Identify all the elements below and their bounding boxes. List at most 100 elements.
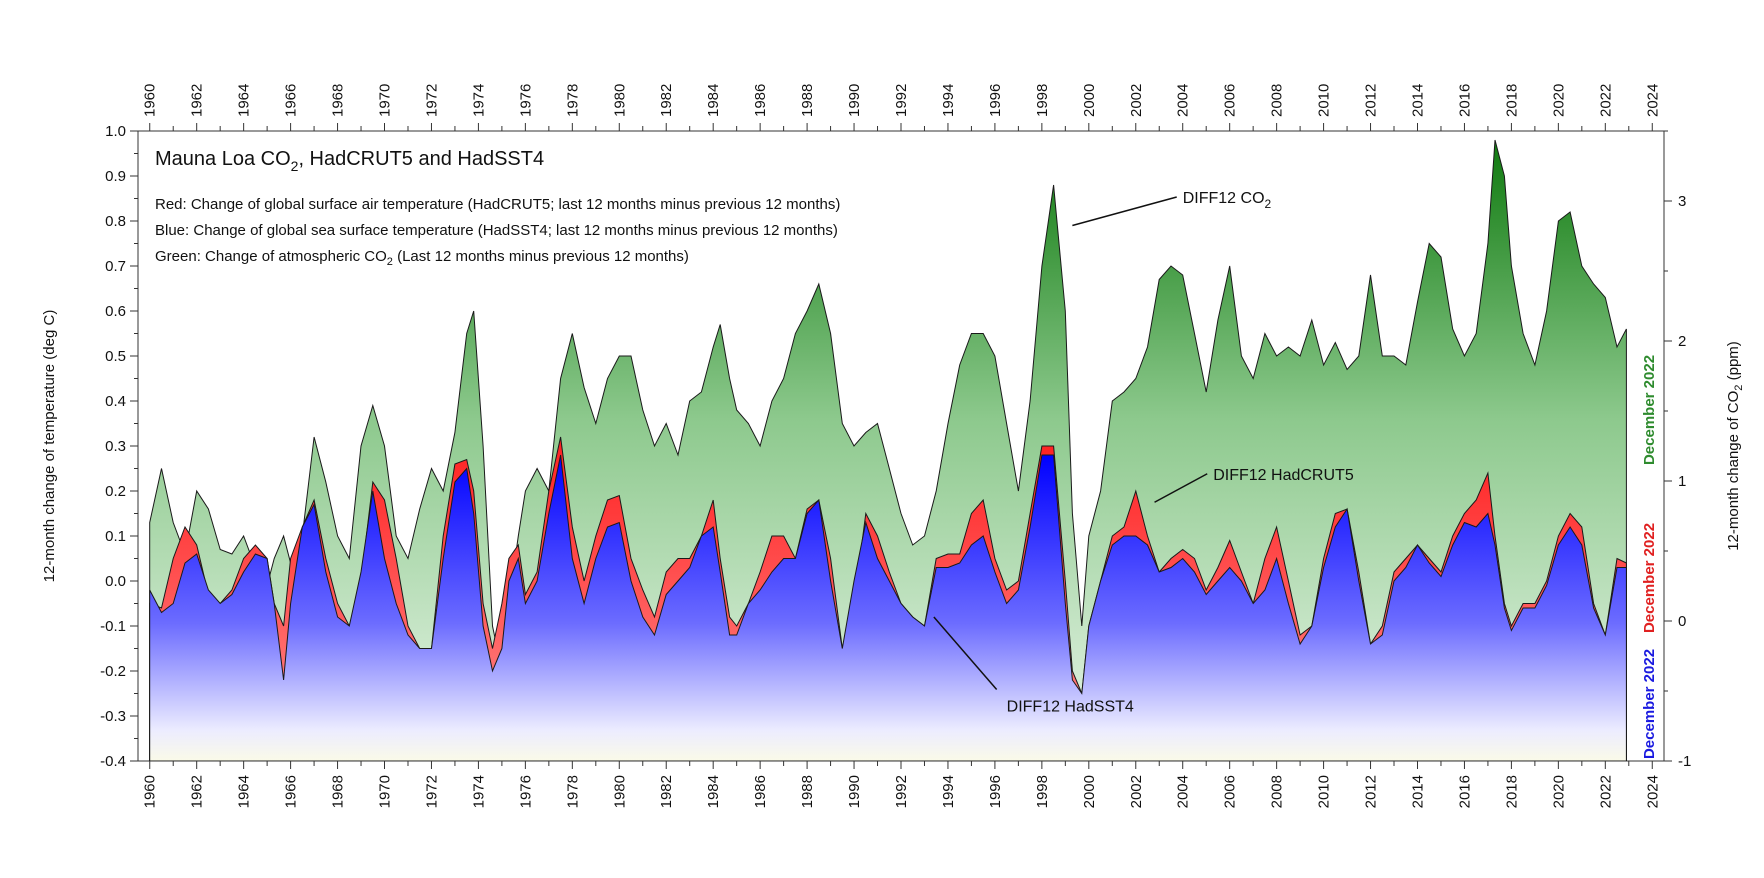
legend-line-green: Green: Change of atmospheric CO2 (Last 1… xyxy=(155,248,689,268)
x-tick-label-bottom: 1980 xyxy=(611,775,628,808)
x-tick-label-top: 1962 xyxy=(189,84,206,117)
x-tick-label-bottom: 2000 xyxy=(1081,775,1098,808)
hadsst4-series-area xyxy=(149,454,1627,761)
y-tick-label-left: -0.3 xyxy=(100,708,126,725)
x-tick-label-top: 1978 xyxy=(564,84,581,117)
y-tick-label-left: 0.1 xyxy=(105,528,126,545)
x-tick-label-top: 1984 xyxy=(705,84,722,117)
x-tick-label-bottom: 1992 xyxy=(893,775,910,808)
x-tick-label-bottom: 1986 xyxy=(752,775,769,808)
x-tick-label-top: 2000 xyxy=(1081,84,1098,117)
x-tick-label-bottom: 1984 xyxy=(705,775,722,808)
x-tick-label-top: 1970 xyxy=(377,84,394,117)
x-tick-label-top: 1966 xyxy=(283,84,300,117)
x-tick-label-top: 2010 xyxy=(1316,84,1333,117)
x-tick-label-top: 1992 xyxy=(893,84,910,117)
x-tick-label-bottom: 1962 xyxy=(189,775,206,808)
y-tick-label-left: 0.2 xyxy=(105,483,126,500)
y-axis-right-title: 12-month change of CO2 (ppm) xyxy=(1725,341,1745,551)
x-tick-label-top: 1974 xyxy=(470,84,487,117)
x-tick-label-bottom: 2018 xyxy=(1503,775,1520,808)
y-tick-label-left: 1.0 xyxy=(105,123,126,140)
side-labels: December 2022 December 2022 December 2022 xyxy=(1641,355,1658,759)
y-axis-left-title: 12-month change of temperature (deg C) xyxy=(41,310,58,583)
x-tick-label-bottom: 1970 xyxy=(377,775,394,808)
annotation-label: DIFF12 HadCRUT5 xyxy=(1213,467,1354,484)
x-tick-label-bottom: 1988 xyxy=(799,775,816,808)
x-tick-label-top: 2006 xyxy=(1222,84,1239,117)
x-tick-label-top: 2012 xyxy=(1363,84,1380,117)
x-tick-label-bottom: 2008 xyxy=(1269,775,1286,808)
x-tick-label-top: 1998 xyxy=(1034,84,1051,117)
x-tick-label-bottom: 1966 xyxy=(283,775,300,808)
x-tick-label-bottom: 2024 xyxy=(1644,775,1661,808)
y-tick-label-left: 0.9 xyxy=(105,168,126,185)
y-tick-label-left: 0.5 xyxy=(105,348,126,365)
y-axis-left: 1.0 0.9 0.8 0.7 0.6 0.5 0.4 0.3 0.2 0.1 0.0 -0.1 -0.… xyxy=(100,123,138,770)
x-tick-label-top: 1968 xyxy=(330,84,347,117)
legend-line-red: Red: Change of global surface air temper… xyxy=(155,196,840,213)
x-tick-label-top: 1990 xyxy=(846,84,863,117)
x-tick-label-bottom: 1982 xyxy=(658,775,675,808)
x-tick-label-bottom: 2012 xyxy=(1363,775,1380,808)
y-tick-label-left: 0.0 xyxy=(105,573,126,590)
x-tick-label-top: 1972 xyxy=(423,84,440,117)
december-2022-label: December 2022 xyxy=(1641,523,1658,633)
y-tick-label-left: 0.4 xyxy=(105,393,126,410)
annotation-label: DIFF12 CO2 xyxy=(1183,190,1272,211)
chart-title: Mauna Loa CO2, HadCRUT5 and HadSST4 xyxy=(155,148,544,174)
december-2022-label: December 2022 xyxy=(1641,355,1658,465)
x-tick-label-top: 2018 xyxy=(1503,84,1520,117)
x-tick-label-bottom: 1996 xyxy=(987,775,1004,808)
x-tick-label-top: 2024 xyxy=(1644,84,1661,117)
x-tick-label-top: 2020 xyxy=(1550,84,1567,117)
december-2022-label: December 2022 xyxy=(1641,649,1658,759)
annotation-leader-line xyxy=(1072,196,1177,227)
x-tick-label-top: 1960 xyxy=(142,84,159,117)
x-tick-label-bottom: 1994 xyxy=(940,775,957,808)
y-tick-label-left: -0.1 xyxy=(100,618,126,635)
y-tick-label-right: 2 xyxy=(1678,333,1686,350)
x-tick-label-top: 2014 xyxy=(1409,84,1426,117)
y-tick-label-left: -0.4 xyxy=(100,753,126,770)
annotation-label: DIFF12 HadSST4 xyxy=(1007,699,1134,716)
y-axis-right: 3 2 1 0 -1 xyxy=(1664,130,1691,770)
x-tick-label-bottom: 1968 xyxy=(330,775,347,808)
x-tick-label-top: 1964 xyxy=(236,84,253,117)
y-tick-label-right: 3 xyxy=(1678,193,1686,210)
x-tick-label-top: 1994 xyxy=(940,84,957,117)
x-tick-label-bottom: 1998 xyxy=(1034,775,1051,808)
y-tick-label-left: 0.6 xyxy=(105,303,126,320)
x-tick-label-bottom: 1976 xyxy=(517,775,534,808)
x-tick-label-top: 1988 xyxy=(799,84,816,117)
x-tick-label-top: 1982 xyxy=(658,84,675,117)
x-tick-label-bottom: 2010 xyxy=(1316,775,1333,808)
x-tick-label-bottom: 1964 xyxy=(236,775,253,808)
x-tick-label-top: 1996 xyxy=(987,84,1004,117)
x-tick-label-bottom: 1960 xyxy=(142,775,159,808)
annotation-leader-line xyxy=(933,616,998,690)
x-tick-label-top: 2004 xyxy=(1175,84,1192,117)
x-tick-label-bottom: 1974 xyxy=(470,775,487,808)
x-axis-bottom: 1960 1962 1964 1966 1968 1970 1972 1974 1976 1978… xyxy=(142,761,1661,808)
y-tick-label-right: -1 xyxy=(1678,753,1691,770)
y-tick-label-left: 0.3 xyxy=(105,438,126,455)
legend-line-blue: Blue: Change of global sea surface tempe… xyxy=(155,222,838,239)
x-tick-label-top: 2016 xyxy=(1456,84,1473,117)
x-tick-label-bottom: 2004 xyxy=(1175,775,1192,808)
x-tick-label-top: 1986 xyxy=(752,84,769,117)
x-tick-label-top: 2002 xyxy=(1128,84,1145,117)
y-tick-label-right: 0 xyxy=(1678,613,1686,630)
x-axis-top: 1960 1962 1964 1966 1968 1970 1972 1974 1976 1978… xyxy=(142,84,1661,131)
x-tick-label-top: 2022 xyxy=(1597,84,1614,117)
x-tick-label-bottom: 2020 xyxy=(1550,775,1567,808)
y-tick-label-right: 1 xyxy=(1678,473,1686,490)
y-tick-label-left: 0.7 xyxy=(105,258,126,275)
x-tick-label-bottom: 2006 xyxy=(1222,775,1239,808)
y-tick-label-left: 0.8 xyxy=(105,213,126,230)
x-tick-label-bottom: 1978 xyxy=(564,775,581,808)
x-tick-label-bottom: 2022 xyxy=(1597,775,1614,808)
x-tick-label-top: 2008 xyxy=(1269,84,1286,117)
x-tick-label-bottom: 1990 xyxy=(846,775,863,808)
